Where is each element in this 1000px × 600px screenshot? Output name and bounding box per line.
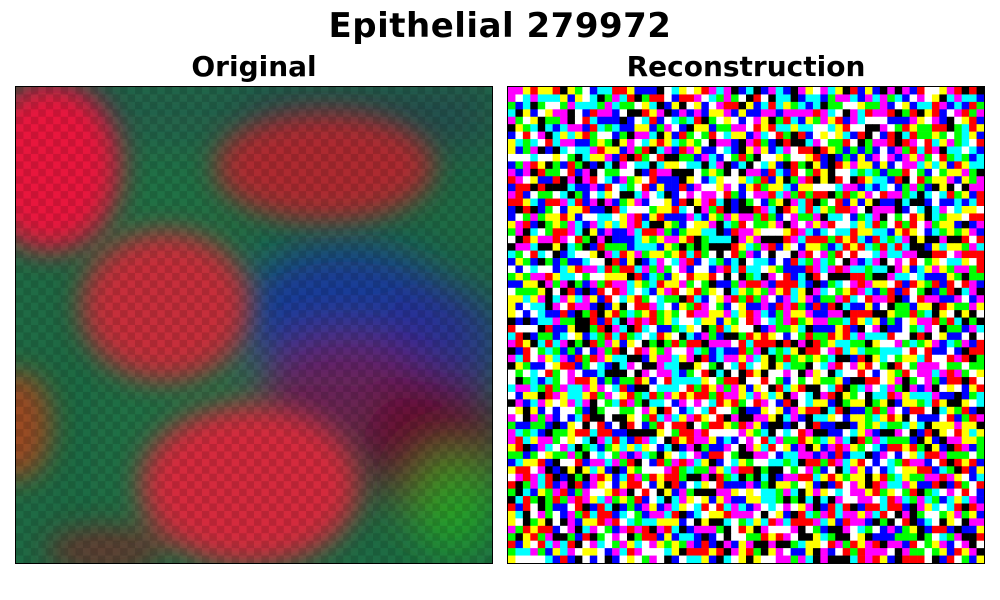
reconstruction-noise-canvas [508, 87, 984, 563]
figure-title: Epithelial 279972 [328, 6, 672, 46]
reconstruction-image [507, 86, 985, 564]
reconstruction-panel-title: Reconstruction [626, 50, 866, 83]
original-image [15, 86, 493, 564]
original-image-canvas [16, 87, 492, 563]
original-panel-title: Original [191, 50, 317, 83]
